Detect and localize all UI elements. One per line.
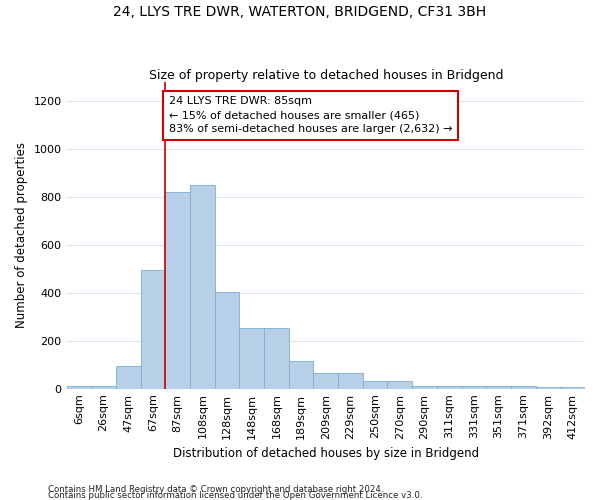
Bar — [313, 373, 338, 388]
Bar — [486, 386, 511, 388]
Bar — [388, 382, 412, 388]
Title: Size of property relative to detached houses in Bridgend: Size of property relative to detached ho… — [149, 69, 503, 82]
Bar — [165, 192, 190, 388]
Bar — [412, 386, 437, 388]
Text: 24, LLYS TRE DWR, WATERTON, BRIDGEND, CF31 3BH: 24, LLYS TRE DWR, WATERTON, BRIDGEND, CF… — [113, 5, 487, 19]
Bar — [461, 386, 486, 388]
Bar — [140, 270, 165, 388]
Bar — [91, 386, 116, 388]
Bar — [511, 386, 536, 388]
Bar — [264, 328, 289, 388]
Text: Contains public sector information licensed under the Open Government Licence v3: Contains public sector information licen… — [48, 491, 422, 500]
Bar — [338, 373, 363, 388]
Bar — [116, 366, 140, 388]
Text: 24 LLYS TRE DWR: 85sqm
← 15% of detached houses are smaller (465)
83% of semi-de: 24 LLYS TRE DWR: 85sqm ← 15% of detached… — [169, 96, 452, 134]
Text: Contains HM Land Registry data © Crown copyright and database right 2024.: Contains HM Land Registry data © Crown c… — [48, 484, 383, 494]
Bar — [239, 328, 264, 388]
Bar — [363, 382, 388, 388]
Bar — [437, 386, 461, 388]
X-axis label: Distribution of detached houses by size in Bridgend: Distribution of detached houses by size … — [173, 447, 479, 460]
Bar — [67, 386, 91, 388]
Bar — [190, 185, 215, 388]
Y-axis label: Number of detached properties: Number of detached properties — [15, 142, 28, 328]
Bar — [215, 292, 239, 388]
Bar — [289, 361, 313, 388]
